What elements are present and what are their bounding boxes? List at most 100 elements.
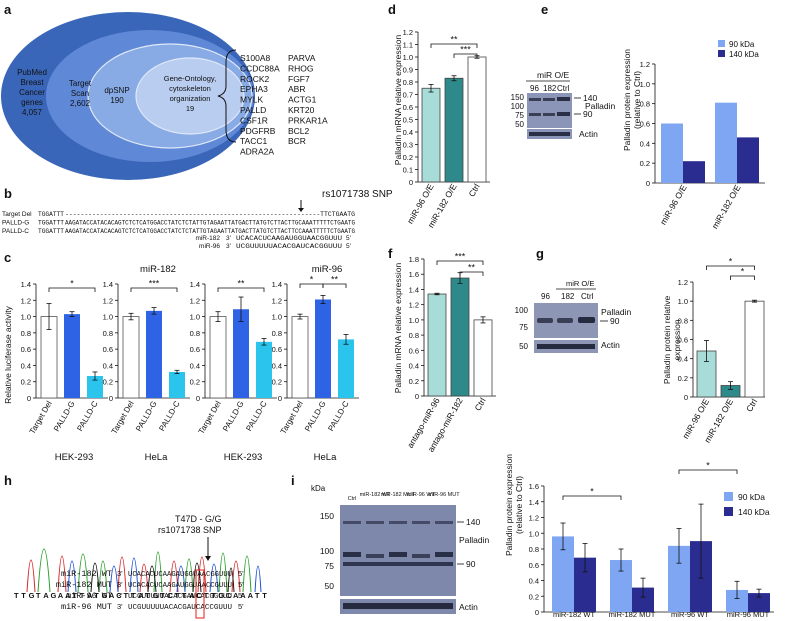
- legend-label: 90 kDa: [729, 40, 755, 49]
- seed-row-name: miR-96 MUT: [61, 602, 112, 612]
- seed-row-name: miR-182 MUT: [56, 580, 112, 590]
- palladin-protein-chart-i: 0 0.2 0.4 0.6 0.8 1.0 1.2 1.4 1.6 miR-182 WT miR-1…: [529, 461, 774, 619]
- y-tick-label: 0.8: [272, 329, 282, 338]
- y-tick-label: 0.2: [529, 592, 539, 601]
- significance-label: **: [468, 263, 476, 273]
- luciferase-chart: 00.20.40.60.81.01.21.4 **Target DelPALLD-…: [190, 279, 277, 463]
- blot-e-kda: 150: [511, 93, 525, 102]
- mir-name: miR-96: [199, 243, 220, 250]
- mir-seeds: miR-182 3' UCACACUCAAGAUGGUAACGGUUU 5' miR-9…: [195, 235, 350, 250]
- luciferase-bar: [209, 316, 227, 399]
- palladin-mrna-chart: 0 0.1 0.2 0.3 0.4 0.5 0.6 0.7 0.8 0.9 1.0 1.1 1.2 ***…: [403, 28, 490, 230]
- luciferase-bar: [315, 299, 331, 398]
- mrna-bar: [444, 77, 464, 183]
- dpsnp-line: dpSNP: [104, 86, 129, 95]
- y-tick-label: 0.4: [272, 361, 282, 370]
- chart-title: miR-96: [312, 264, 343, 275]
- category-label: miR-182 O/E: [710, 183, 743, 231]
- luciferase-chart: 0 0.2 0.4 0.6 0.8 1.0 1.2 1.4 * Target DelPALLD-G…: [21, 279, 108, 463]
- panel-c-letter: c: [4, 250, 11, 265]
- venn-outer-label: PubMed Breast Cancer genes 4,057: [17, 68, 47, 117]
- trace-green: [37, 548, 252, 593]
- luciferase-bar: [122, 316, 140, 399]
- seed-row-sequence: UCACACUCAAGAUGGUAACGGUUU: [128, 571, 232, 579]
- luciferase-bar: [87, 376, 103, 398]
- panel-g: g miR O/E 96 182 Ctrl 100 75 50 Palladin…: [515, 246, 765, 445]
- category-label: Target Del: [279, 399, 305, 435]
- protein-bar-90kda: [668, 545, 690, 612]
- blot-e-header: miR O/E: [537, 70, 569, 80]
- seed-row-name: miR-182 WT: [61, 569, 112, 579]
- cell-line-label: HEK-293: [55, 452, 94, 463]
- blot-e-band: [543, 98, 555, 101]
- gene-name: TACC1: [240, 136, 268, 146]
- category-label: PALLD-G: [303, 400, 328, 434]
- panel-d-ylabel: Palladin mRNA relative expression: [393, 35, 403, 166]
- seed-row-3prime: 3': [117, 569, 123, 578]
- y-tick-label: 0.4: [403, 128, 413, 137]
- blot-i-label-90: 90: [466, 559, 476, 569]
- panel-i-ylabel: Palladin protein expression (relative to…: [504, 454, 524, 556]
- luciferase-bar: [233, 309, 249, 398]
- y-tick-label: 0.2: [409, 377, 419, 386]
- antago-bar: [473, 319, 493, 397]
- gene-name: CSF1R: [240, 115, 268, 125]
- blot-g-band: [557, 318, 573, 323]
- mrna-bar: [421, 87, 441, 183]
- y-tick-label: 0.6: [529, 561, 539, 570]
- category-label: PALLD-C: [75, 399, 100, 432]
- panel-a: a PubMed Breast Cancer genes 4,057 Targe…: [1, 2, 328, 180]
- legend-label: 140 kDa: [729, 50, 759, 59]
- y-tick-label: 1.4: [529, 498, 539, 507]
- chromatogram: [26, 548, 262, 593]
- base-call: T: [124, 591, 129, 600]
- seed-row-3prime: 3': [117, 580, 123, 589]
- gene-name: KRT20: [288, 105, 315, 115]
- y-tick-label: 0.8: [640, 100, 650, 109]
- blot-i-kda: 75: [325, 561, 335, 571]
- y-tick-label: 0.9: [403, 66, 413, 75]
- significance-label: *: [70, 279, 74, 289]
- base-call: G: [29, 591, 35, 600]
- mir-3prime: 3': [226, 235, 231, 242]
- y-tick-label: 0.4: [103, 361, 113, 370]
- base-call: A: [189, 591, 195, 600]
- base-call: T: [131, 591, 136, 600]
- category-label: miR-96 WT: [671, 610, 709, 619]
- significance-label: **: [450, 35, 458, 45]
- y-tick-label: 0.4: [409, 362, 419, 371]
- seed-row-5prime: 5': [238, 569, 244, 578]
- y-tick-label: 1.6: [409, 270, 419, 279]
- blot-e-band: [557, 97, 570, 101]
- category-label: Target Del: [197, 399, 223, 435]
- antago-mrna-chart: 00.20.40.60.81.01.21.41.61.8 *****antago-…: [405, 252, 496, 454]
- y-tick-label: 1.2: [272, 296, 282, 305]
- panel-i-ylabel-line: Palladin protein expression: [504, 454, 514, 556]
- y-tick-label: 1.0: [103, 313, 113, 322]
- alignment-label: Target Del: [2, 211, 32, 218]
- base-call: T: [36, 591, 41, 600]
- seed-row-5prime: 5': [238, 580, 244, 589]
- significance-bracket: [562, 495, 622, 500]
- western-blot-e: miR O/E 96 182 Ctrl 150 100 75 50 140 Pa…: [511, 70, 616, 139]
- base-call: T: [94, 591, 99, 600]
- y-tick-label: 0.4: [640, 139, 650, 148]
- gene-name: EPHA3: [240, 84, 268, 94]
- trace-red: [26, 555, 241, 593]
- y-tick-label: 0.6: [272, 345, 282, 354]
- category-label: PALLD-C: [244, 399, 269, 432]
- gene-name: PDGFRB: [240, 126, 276, 136]
- blot-e-actin-band: [529, 132, 570, 136]
- y-tick-label: 0.8: [529, 545, 539, 554]
- seed-row-sequence: UCACACUCAAGAUGGUAACCGUUU: [128, 582, 232, 590]
- outer-label-line: genes: [21, 98, 43, 107]
- venn-go-label: Gene-Ontology, cytoskeleton organization…: [164, 74, 216, 113]
- significance-bracket: [48, 287, 96, 292]
- blot-e-band: [529, 98, 541, 101]
- blot-i-kda: 150: [320, 511, 334, 521]
- outer-label-line: PubMed: [17, 68, 47, 77]
- y-tick-label: 0.8: [409, 331, 419, 340]
- western-blot-g: miR O/E 96 182 Ctrl 100 75 50 Palladin 9…: [515, 279, 632, 353]
- base-call: T: [21, 591, 26, 600]
- seed-row-sequence: UCGUUUUUACACGAUCACGGUUU: [128, 593, 232, 601]
